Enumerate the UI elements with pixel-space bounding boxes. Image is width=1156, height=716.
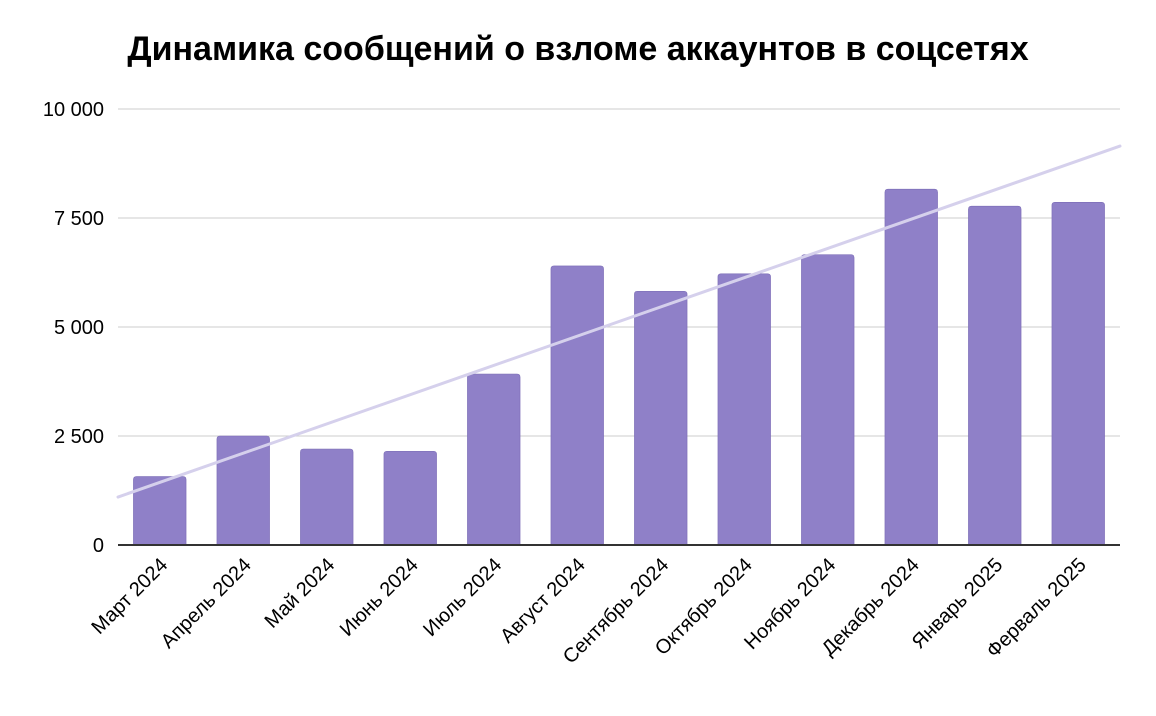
- y-axis: 0 2 500 5 000 7 500 10 000: [43, 99, 104, 557]
- bar: [300, 448, 354, 546]
- bar: [216, 435, 270, 546]
- gridlines: [118, 108, 1120, 437]
- chart-title: Динамика сообщений о взломе аккаунтов в …: [127, 30, 1029, 68]
- trendline-group: [116, 144, 1122, 499]
- trendline: [116, 144, 1122, 499]
- bar: [550, 265, 604, 546]
- bar: [968, 205, 1022, 546]
- x-tick-label: Август 2024: [496, 554, 590, 648]
- x-tick-label: Март 2024: [87, 554, 172, 639]
- bar: [801, 254, 855, 546]
- bars: [133, 188, 1105, 546]
- y-tick-label: 5 000: [54, 317, 104, 339]
- y-tick-label: 10 000: [43, 99, 104, 121]
- y-tick-label: 0: [93, 535, 104, 557]
- x-tick-label: Июнь 2024: [336, 554, 423, 641]
- x-tick-label: Июль 2024: [419, 554, 506, 641]
- bar: [717, 273, 771, 546]
- bar: [884, 188, 938, 546]
- y-tick-label: 2 500: [54, 426, 104, 448]
- bar: [634, 290, 688, 546]
- bar: [383, 450, 437, 546]
- bar: [467, 373, 521, 546]
- y-tick-label: 7 500: [54, 208, 104, 230]
- x-tick-label: Май 2024: [261, 554, 340, 633]
- bar: [133, 476, 187, 546]
- x-tick-label: Апрель 2024: [157, 554, 256, 653]
- bar: [1051, 202, 1105, 546]
